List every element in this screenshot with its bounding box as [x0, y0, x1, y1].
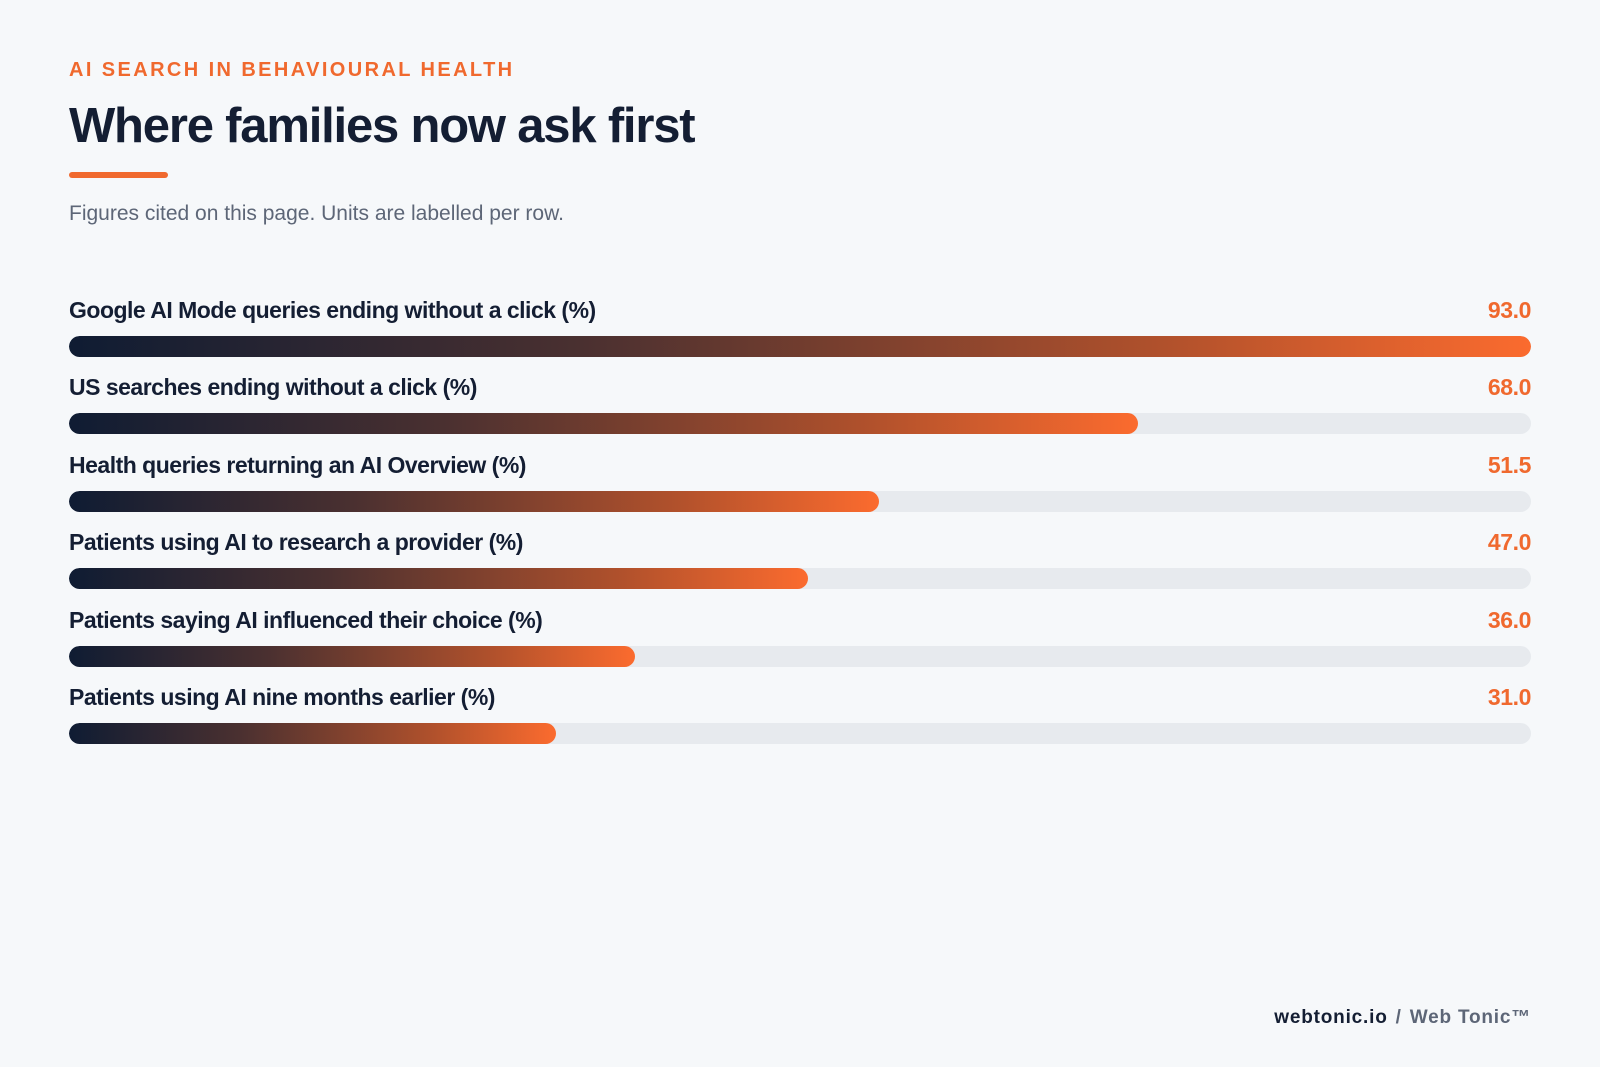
- bar: [69, 490, 879, 512]
- bar-row: US searches ending without a click (%) 68…: [69, 373, 1531, 450]
- bar: [69, 645, 635, 667]
- bar-row: Google AI Mode queries ending without a …: [69, 296, 1531, 373]
- bar-label: Patients using AI nine months earlier (%…: [69, 683, 495, 710]
- bar-label: Patients using AI to research a provider…: [69, 529, 523, 556]
- bar-track: [69, 490, 1531, 512]
- title-underline: [69, 172, 168, 178]
- bar-row: Health queries returning an AI Overview …: [69, 451, 1531, 528]
- bar-track: [69, 413, 1531, 435]
- bar-track: [69, 722, 1531, 744]
- bar-value-label: 31.0: [1487, 683, 1532, 710]
- chart-header: AI SEARCH IN BEHAVIOURAL HEALTH Where fa…: [69, 56, 1531, 228]
- bar: [69, 722, 557, 744]
- bar-label: Google AI Mode queries ending without a …: [69, 297, 596, 323]
- chart-title: Where families now ask first: [69, 99, 696, 153]
- bar-track: [69, 336, 1531, 357]
- footer-separator: /: [1395, 1007, 1402, 1028]
- bar-row: Patients saying AI influenced their choi…: [69, 606, 1531, 683]
- bar-value-label: 47.0: [1487, 529, 1532, 556]
- bar: [69, 336, 1531, 357]
- chart-subtitle: Figures cited on this page. Units are la…: [69, 202, 564, 225]
- footer-credit: webtonic.io / Web Tonic™: [1274, 1005, 1531, 1031]
- eyebrow-label: AI SEARCH IN BEHAVIOURAL HEALTH: [69, 59, 515, 81]
- bar-label: Patients saying AI influenced their choi…: [69, 606, 543, 633]
- bar: [69, 568, 808, 590]
- footer-brand: Web Tonic™: [1409, 1007, 1531, 1028]
- bar-chart: Google AI Mode queries ending without a …: [69, 296, 1531, 760]
- bar-value-label: 51.5: [1487, 451, 1532, 478]
- bar-value-label: 36.0: [1487, 606, 1532, 633]
- bar-track: [69, 568, 1531, 590]
- bar-value-label: 68.0: [1487, 374, 1532, 401]
- bar-label: US searches ending without a click (%): [69, 374, 477, 401]
- bar-label: Health queries returning an AI Overview …: [69, 451, 526, 478]
- bar-row: Patients using AI nine months earlier (%…: [69, 683, 1531, 760]
- bar: [69, 413, 1138, 435]
- bar-row: Patients using AI to research a provider…: [69, 528, 1531, 605]
- bar-track: [69, 645, 1531, 667]
- footer-domain: webtonic.io: [1274, 1007, 1388, 1028]
- bar-value-label: 93.0: [1487, 297, 1532, 323]
